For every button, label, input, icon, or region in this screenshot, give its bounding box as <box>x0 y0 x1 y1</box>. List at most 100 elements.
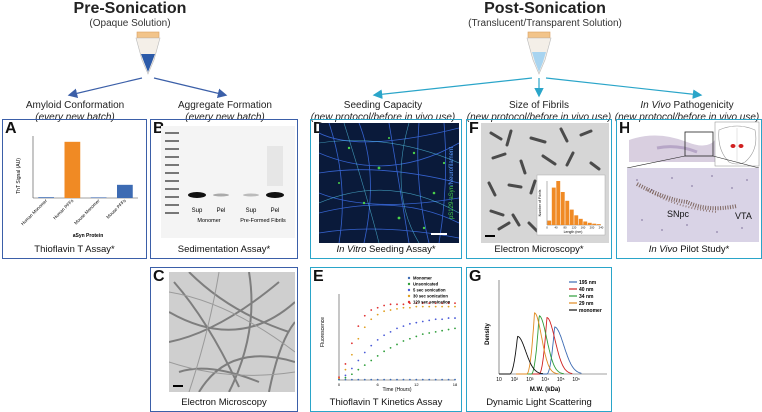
data-point <box>447 305 450 308</box>
panel-d-caption: In Vitro Seeding Assay* <box>336 244 436 255</box>
vta-label: VTA <box>735 211 752 221</box>
tick-label: Human Monomer <box>20 198 48 226</box>
panel-a-caption: Thioflavin T Assay* <box>34 244 115 255</box>
data-point <box>415 335 418 338</box>
data-point <box>370 378 373 381</box>
data-point <box>441 305 444 308</box>
data-point <box>383 378 386 381</box>
group-label: Monomer <box>197 218 220 224</box>
tick-label: 160 <box>581 226 586 230</box>
data-point <box>428 319 431 322</box>
data-point <box>454 327 456 330</box>
bar <box>64 141 81 198</box>
dls-curve <box>536 326 582 375</box>
histogram-bar <box>592 223 597 225</box>
data-point <box>389 309 392 311</box>
tick-label: 240 <box>599 226 604 230</box>
lane-label: Sup <box>246 208 257 214</box>
data-point <box>376 355 379 357</box>
panel-f-caption: Electron Microscopy* <box>494 244 584 255</box>
data-point <box>396 327 398 330</box>
panel-d-seeding-assay: D pS129-aSyn/Neurofilament In Vitro Seed… <box>310 119 462 259</box>
data-point <box>376 338 379 341</box>
legend-label: Unsonicated <box>413 282 439 287</box>
dls-ylabel: Density <box>485 323 491 345</box>
lane-label: Sup <box>192 208 203 214</box>
translucent-tube-icon <box>526 31 552 75</box>
data-point <box>421 378 424 381</box>
group-label: Pre-Formed Fibrils <box>240 218 286 224</box>
tick-label: Human PFFs <box>52 198 75 221</box>
data-point <box>421 305 424 308</box>
bar <box>117 184 133 198</box>
data-point <box>370 344 373 347</box>
panel-h-in-vivo: H SNpc VTA In Vivo Pilot Study* <box>616 119 762 259</box>
data-point <box>421 302 424 305</box>
data-point <box>408 322 411 325</box>
data-point <box>350 373 353 376</box>
data-point <box>357 359 360 362</box>
data-point <box>454 378 456 381</box>
data-point <box>389 303 392 306</box>
legend-marker <box>407 276 411 280</box>
data-point <box>428 378 431 381</box>
legend-label: 5 sec sonication <box>413 288 446 293</box>
data-point <box>402 378 405 381</box>
data-point <box>447 378 450 381</box>
data-point <box>415 321 418 324</box>
data-point <box>421 333 424 336</box>
panel-letter: E <box>313 268 324 285</box>
dls-curve <box>520 315 564 375</box>
tick-label: 10³ <box>526 377 534 383</box>
histogram-bar <box>583 221 588 225</box>
tick-label: 0 <box>338 382 341 387</box>
data-point <box>370 318 373 321</box>
data-point <box>402 306 405 309</box>
tick-label: 80 <box>563 226 567 230</box>
tick-label: 10 <box>496 377 502 383</box>
em-sonicated-fibril-image: 0 40 80 120 160 200 240 Number of Fibrils Leng… <box>481 123 609 243</box>
data-point <box>350 342 353 345</box>
data-point <box>415 305 418 308</box>
tick-label: 10⁵ <box>557 377 565 383</box>
panel-f-electron-microscopy: F 0 40 80 120 160 200 240 Number of Fibrils Le… <box>466 119 612 259</box>
panel-g-caption: Dynamic Light Scattering <box>486 397 592 408</box>
panel-b-sedimentation: B Sup Pel Sup Pel Monomer Pre-Formed Fib… <box>150 119 298 259</box>
data-point <box>434 330 437 333</box>
data-point <box>454 317 456 319</box>
post-sonication-subtitle: (Translucent/Transparent Solution) <box>468 18 622 29</box>
data-point <box>396 303 398 306</box>
legend-label: monomer <box>579 308 602 314</box>
panel-a-tht-assay: A Human Monomer Human PFFs Mouse Monomer Mo… <box>2 119 147 259</box>
legend-label: 29 nm <box>579 301 594 307</box>
panel-letter: H <box>619 120 631 137</box>
data-point <box>415 378 418 381</box>
legend-label: Monomer <box>413 276 432 281</box>
histogram-bar <box>560 192 565 225</box>
legend-label: 34 nm <box>579 294 594 300</box>
data-point <box>396 308 398 310</box>
data-point <box>376 378 379 381</box>
data-point <box>396 343 398 346</box>
sedimentation-gel-image: Sup Pel Sup Pel Monomer Pre-Formed Fibri… <box>161 126 295 238</box>
histogram-bar <box>578 218 583 225</box>
data-point <box>344 363 347 365</box>
data-point <box>357 325 360 328</box>
brain-histology-image: SNpc VTA <box>626 121 760 242</box>
histogram-bar <box>565 200 570 225</box>
stain-label: pS129-aSyn <box>449 186 455 219</box>
hist-ylabel: Number of Fibrils <box>538 189 542 216</box>
kinetics-xlabel: Time (Hours) <box>383 387 412 393</box>
sonication-flow-diagram <box>67 31 703 99</box>
panel-g-dls: G 10 10² 10³ 10⁴ 10⁵ 10⁶ 195 nm 40 nm 34 nm 29 nm… <box>466 267 612 412</box>
histogram-bar <box>574 215 579 225</box>
tht-ylabel: ThT Signal (AU) <box>16 158 22 194</box>
data-point <box>350 367 353 370</box>
data-point <box>408 337 411 340</box>
data-point <box>357 378 360 381</box>
dls-curve <box>528 316 573 375</box>
legend-label: 40 nm <box>579 287 594 293</box>
panel-letter: D <box>313 120 325 137</box>
